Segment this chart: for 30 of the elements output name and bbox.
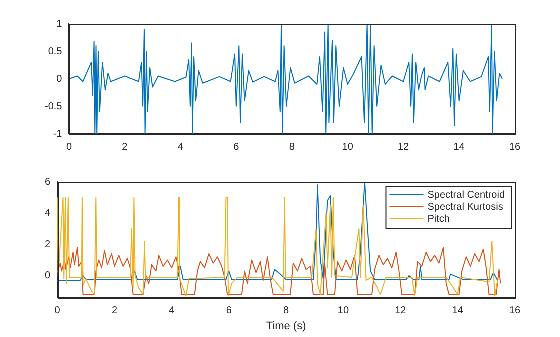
x-tick-label: 6: [234, 142, 240, 153]
y-tick-label: 0.5: [48, 46, 63, 58]
y-tick-label: -0.5: [44, 101, 63, 112]
y-tick-label: 0: [56, 74, 63, 85]
legend-label: Spectral Kurtosis: [428, 202, 504, 213]
x-tick-label: 2: [122, 142, 128, 153]
y-tick-label: 4: [45, 208, 51, 220]
x-tick-label: 10: [338, 306, 350, 317]
x-tick-label: 14: [452, 306, 464, 317]
x-tick-label: 12: [398, 142, 410, 153]
y-tick-label: 0: [45, 270, 51, 282]
y-tick-label: -1: [53, 128, 63, 140]
x-tick-label: 0: [66, 142, 72, 153]
x-tick-label: 16: [509, 142, 521, 153]
x-tick-label: 16: [509, 306, 521, 317]
x-tick-label: 10: [342, 142, 354, 153]
y-tick-label: 2: [45, 239, 51, 250]
y-tick-label: 1: [56, 18, 63, 30]
x-tick-label: 8: [284, 306, 290, 317]
x-tick-label: 14: [454, 142, 466, 153]
x-tick-label: 12: [395, 306, 407, 317]
legend-label: Spectral Centroid: [428, 190, 506, 201]
x-tick-label: 4: [178, 142, 184, 153]
x-tick-label: 2: [112, 306, 118, 317]
x-tick-label: 8: [289, 142, 296, 153]
x-tick-label: 4: [169, 306, 176, 317]
legend-label: Pitch: [428, 214, 450, 225]
y-tick-label: 6: [45, 176, 51, 188]
x-axis-title: Time (s): [266, 320, 306, 332]
x-tick-label: 6: [226, 306, 232, 317]
